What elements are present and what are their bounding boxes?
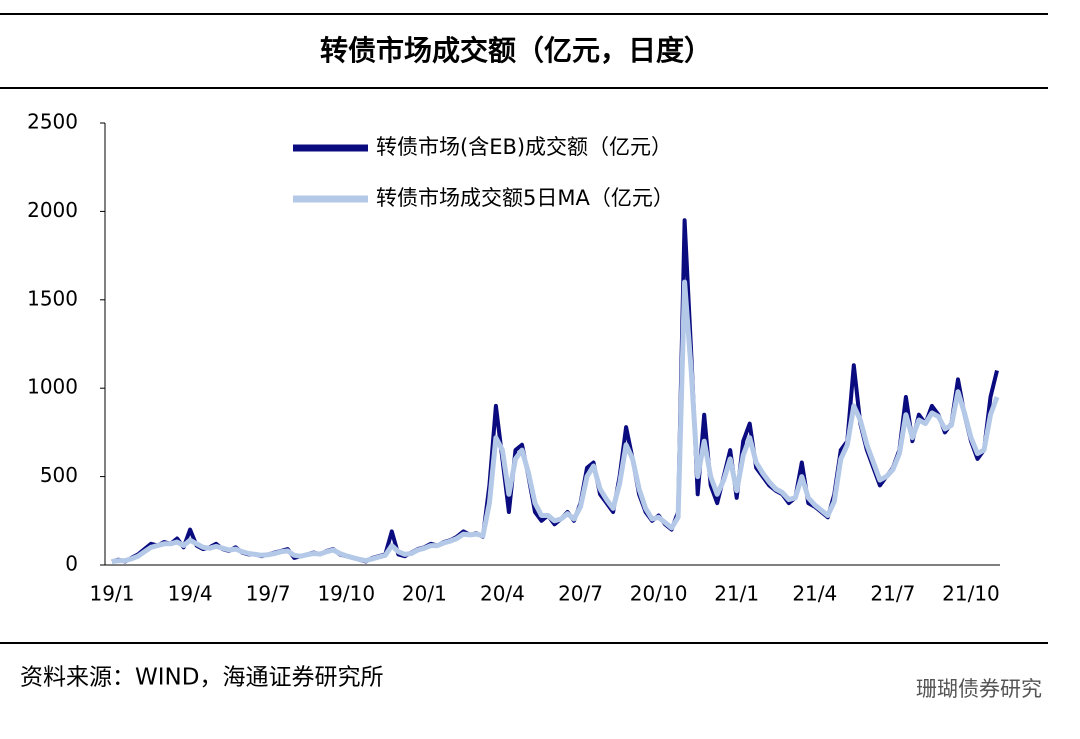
x-tick-label: 20/1 bbox=[402, 582, 447, 606]
x-tick-label: 21/7 bbox=[870, 582, 915, 606]
x-tick-label: 19/1 bbox=[90, 582, 135, 606]
y-tick-label: 2500 bbox=[27, 110, 78, 134]
x-tick-label: 19/7 bbox=[246, 582, 291, 606]
legend-label: 转债市场成交额5日MA（亿元） bbox=[376, 186, 674, 210]
y-tick-label: 0 bbox=[65, 552, 78, 576]
watermark: 珊瑚债券研究 bbox=[916, 677, 1042, 701]
legend-label: 转债市场(含EB)成交额（亿元） bbox=[376, 135, 672, 159]
x-tick-label: 19/4 bbox=[168, 582, 213, 606]
x-tick-label: 21/1 bbox=[714, 582, 759, 606]
source-note: 资料来源：WIND，海通证券研究所 bbox=[20, 665, 383, 691]
series-line bbox=[111, 279, 1000, 564]
y-tick-label: 1000 bbox=[27, 375, 78, 399]
chart-title: 转债市场成交额（亿元，日度） bbox=[320, 34, 712, 67]
y-tick-label: 2000 bbox=[27, 198, 78, 222]
x-tick-label: 20/10 bbox=[630, 582, 688, 606]
y-tick-label: 500 bbox=[40, 463, 78, 487]
x-tick-label: 21/10 bbox=[942, 582, 1000, 606]
x-tick-label: 21/4 bbox=[792, 582, 837, 606]
y-tick-label: 1500 bbox=[27, 286, 78, 310]
x-tick-label: 19/10 bbox=[317, 582, 375, 606]
x-tick-label: 20/7 bbox=[558, 582, 603, 606]
series-line bbox=[111, 218, 999, 564]
x-tick-label: 20/4 bbox=[480, 582, 525, 606]
